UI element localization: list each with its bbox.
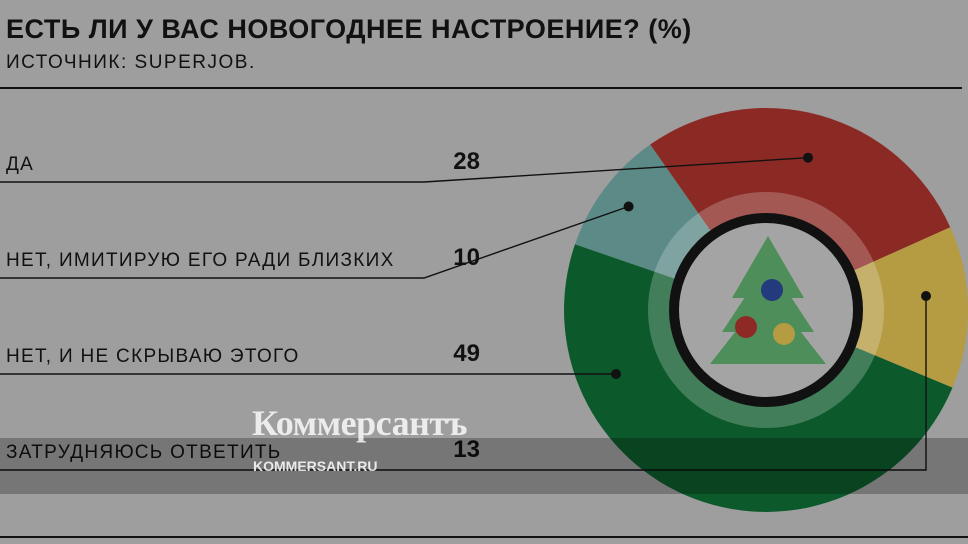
value-label-imitate: 10: [453, 244, 480, 271]
tree-bottom-tier: [710, 290, 826, 364]
value-label-hard-to-say: 13: [453, 436, 480, 463]
pie-slice-yes: [650, 108, 951, 310]
chart-source: ИСТОЧНИК: SUPERJOB.: [6, 52, 256, 73]
value-label-no: 49: [453, 340, 480, 367]
legend-label-hard-to-say: ЗАТРУДНЯЮСЬ ОТВЕТИТЬ: [6, 442, 282, 463]
legend-label-no: НЕТ, И НЕ СКРЫВАЮ ЭТОГО: [6, 346, 300, 367]
leader-dot-no: [611, 369, 621, 379]
watermark-logo: Коммерсантъ: [252, 403, 468, 443]
legend-label-imitate: НЕТ, ИМИТИРУЮ ЕГО РАДИ БЛИЗКИХ: [6, 250, 395, 271]
watermark-band: [0, 438, 968, 494]
leader-line-hard-to-say: [0, 296, 927, 471]
light-ring: [648, 192, 884, 428]
leader-dot-yes: [803, 152, 813, 163]
bottom-divider: [0, 536, 968, 538]
leader-line-yes: [0, 157, 809, 183]
leader-dot-imitate: [623, 201, 634, 212]
leader-line-imitate: [0, 205, 629, 279]
leader-dot-hard-to-say: [921, 291, 931, 301]
ornament-red: [735, 316, 757, 338]
chart-title: ЕСТЬ ЛИ У ВАС НОВОГОДНЕЕ НАСТРОЕНИЕ? (%): [6, 14, 692, 44]
ornament-yellow: [773, 323, 795, 345]
ornament-blue: [761, 279, 783, 301]
watermark-url: KOMMERSANT.RU: [253, 458, 378, 474]
value-label-yes: 28: [453, 148, 480, 175]
top-divider: [0, 87, 962, 89]
pie-slice-hard-to-say: [766, 227, 968, 388]
legend-label-yes: ДА: [6, 154, 35, 175]
